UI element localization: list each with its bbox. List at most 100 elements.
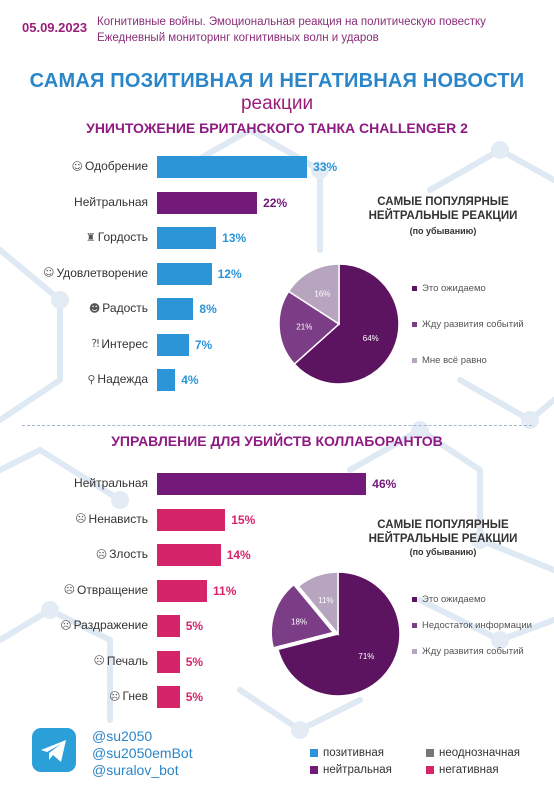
category-label: Нейтральная — [74, 195, 148, 209]
handle-suralov-bot[interactable]: @suralov_bot — [92, 762, 179, 778]
pie-legend-label: Это ожидаемо — [422, 594, 486, 605]
header-line-2: Ежедневный мониторинг когнитивных волн и… — [97, 32, 379, 44]
legend-neutral-swatch — [310, 766, 318, 774]
category-text: Отвращение — [77, 582, 148, 597]
pie-legend-label: Это ожидаемо — [422, 283, 486, 294]
pie-chart-1: 64% 21% 16% — [278, 263, 400, 385]
pie-slice — [278, 290, 341, 366]
category-label: ☹ Раздражение — [60, 618, 148, 632]
pie-legend-swatch — [412, 286, 417, 291]
hope-icon: ⚲ — [87, 372, 96, 386]
category-text: Печаль — [106, 653, 148, 668]
legend-negative-label: негативная — [439, 764, 499, 776]
annoyed-icon: ☹ — [60, 618, 72, 632]
category-label: ☻ Радость — [89, 301, 148, 315]
category-label: Нейтральная — [74, 476, 148, 490]
pie-legend-label: Жду развития событий — [422, 319, 524, 330]
category-label: ☺ Одобрение — [72, 159, 148, 173]
bar-value-label: 8% — [199, 302, 217, 316]
category-label: ☹ Злость — [96, 547, 148, 561]
pie-slice — [277, 571, 401, 697]
bar-value-label: 13% — [222, 231, 247, 245]
page-subtitle: реакции — [240, 93, 314, 114]
legend-neutral: нейтральная — [310, 764, 392, 776]
handle-su2050embot[interactable]: @su2050emBot — [92, 745, 193, 761]
category-label: ☹ Отвращение — [64, 583, 148, 597]
legend-positive-label: позитивная — [323, 747, 384, 759]
bar-value-label: 46% — [372, 477, 397, 491]
bar-value-label: 22% — [263, 195, 288, 210]
pie-slice — [293, 263, 400, 385]
pie-legend-swatch — [412, 358, 417, 363]
pie-legend-item: Жду развития событий — [412, 646, 532, 658]
pie-legend-swatch — [412, 649, 417, 654]
category-label: ♜ Гордость — [86, 230, 148, 244]
bar — [157, 156, 308, 178]
category-text: Злость — [109, 547, 148, 561]
bar — [157, 262, 212, 285]
question-icon: ⁈ — [91, 337, 100, 350]
pie-legend-item: Мне всё равно — [412, 355, 552, 367]
pie-2-subtitle: (по убыванию) — [409, 547, 477, 557]
bar — [157, 615, 180, 637]
pie-legend-swatch — [412, 623, 417, 628]
category-label: ☹ Печаль — [93, 654, 148, 668]
pie-1-subtitle: (по убыванию) — [409, 226, 477, 236]
angry-icon: ☹ — [95, 547, 108, 561]
bar-value-label: 5% — [185, 619, 204, 633]
bar — [157, 508, 226, 531]
category-text: Одобрение — [85, 159, 148, 173]
category-text: Гнев — [122, 689, 149, 703]
category-text: Нейтральная — [74, 194, 148, 209]
hate-icon: ☹ — [75, 512, 87, 525]
pie-2-title: САМЫЕ ПОПУЛЯРНЫЕ НЕЙТРАЛЬНЫЕ РЕАКЦИИ — [368, 519, 518, 545]
category-text: Нейтральная — [74, 476, 148, 490]
category-text: Раздражение — [73, 618, 148, 632]
legend-negative: негативная — [426, 764, 499, 776]
bar-value-label: 7% — [194, 337, 213, 352]
bar — [157, 333, 189, 356]
category-text: Надежда — [97, 372, 148, 386]
bar — [157, 473, 367, 495]
legend-negative-swatch — [426, 766, 434, 774]
disgust-icon: ☹ — [63, 583, 76, 596]
smile-icon: ☺ — [43, 266, 55, 279]
handle-su2050[interactable]: @su2050 — [92, 728, 153, 744]
category-text: Радость — [102, 301, 148, 315]
pie-slice-label: 21% — [296, 323, 312, 332]
category-label: ⚲ Надежда — [87, 372, 148, 386]
pie-legend-item: Это ожидаемо — [412, 283, 552, 295]
category-text: Ненависть — [88, 511, 148, 526]
page-title: САМАЯ ПОЗИТИВНАЯ И НЕГАТИВНАЯ НОВОСТИ — [29, 70, 525, 92]
legend-positive: позитивная — [310, 747, 384, 759]
pie-legend-swatch — [412, 322, 417, 327]
bar — [157, 369, 176, 391]
bar — [157, 650, 180, 673]
thumbs-up-icon: ☺ — [71, 159, 84, 173]
grin-icon: ☻ — [88, 301, 101, 315]
section-divider — [22, 425, 532, 426]
section-2-title: УПРАВЛЕНИЕ ДЛЯ УБИЙСТВ КОЛЛАБОРАНТОВ — [111, 433, 443, 449]
bar-value-label: 15% — [231, 512, 256, 527]
pie-legend-swatch — [412, 597, 417, 602]
pie-1-title: САМЫЕ ПОПУЛЯРНЫЕ НЕЙТРАЛЬНЫЕ РЕАКЦИИ — [368, 196, 518, 222]
pie-slice — [297, 571, 339, 637]
bar — [157, 579, 208, 602]
bar-value-label: 33% — [313, 160, 338, 174]
pie-chart-2: 71% 18% 11% — [270, 571, 401, 697]
pie-1-legend: Это ожидаемо Жду развития событий Мне всё … — [412, 283, 552, 367]
report-date: 05.09.2023 — [22, 20, 88, 35]
telegram-icon — [32, 728, 76, 772]
legend-ambiguous-label: неоднозначная — [439, 747, 520, 759]
bar — [157, 298, 194, 320]
sad-icon: ☹ — [93, 654, 105, 667]
pie-legend-label: Жду развития событий — [422, 646, 524, 657]
bar-value-label: 5% — [185, 690, 204, 704]
bar-value-label: 4% — [181, 373, 199, 387]
rage-icon: ☹ — [109, 689, 121, 703]
pie-legend-item: Недостаток информации — [412, 620, 532, 632]
bar-value-label: 5% — [185, 654, 204, 669]
legend-positive-swatch — [310, 749, 318, 757]
pie-slice-label: 64% — [363, 334, 379, 343]
